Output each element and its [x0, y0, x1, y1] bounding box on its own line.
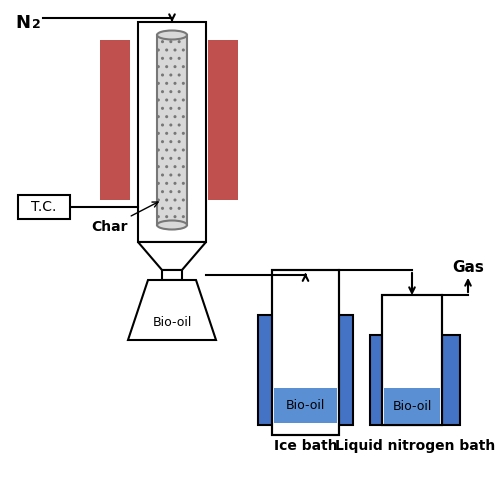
Polygon shape	[138, 242, 205, 270]
Bar	[272, 270, 338, 435]
Polygon shape	[128, 280, 215, 340]
Text: Gas: Gas	[451, 260, 483, 275]
Text: Bio-oil: Bio-oil	[285, 399, 325, 412]
Bar	[18, 195, 70, 219]
Bar	[274, 388, 336, 423]
Bar	[162, 270, 182, 280]
Bar	[207, 40, 237, 200]
Ellipse shape	[157, 220, 187, 229]
Text: Liquid nitrogen bath: Liquid nitrogen bath	[334, 439, 494, 453]
Bar	[369, 335, 459, 425]
Text: Ice bath: Ice bath	[273, 439, 337, 453]
Text: 2: 2	[32, 18, 41, 31]
Bar	[381, 295, 441, 425]
Text: N: N	[15, 14, 30, 32]
Text: Bio-oil: Bio-oil	[391, 400, 431, 413]
Text: Char: Char	[91, 202, 158, 234]
Bar	[272, 270, 338, 435]
Ellipse shape	[157, 31, 187, 39]
Bar	[138, 22, 205, 242]
Bar	[100, 40, 130, 200]
Bar	[258, 315, 352, 425]
Text: Bio-oil: Bio-oil	[152, 315, 191, 328]
Bar	[157, 35, 187, 225]
Bar	[381, 295, 441, 425]
Text: T.C.: T.C.	[31, 200, 57, 214]
Bar	[383, 388, 439, 425]
